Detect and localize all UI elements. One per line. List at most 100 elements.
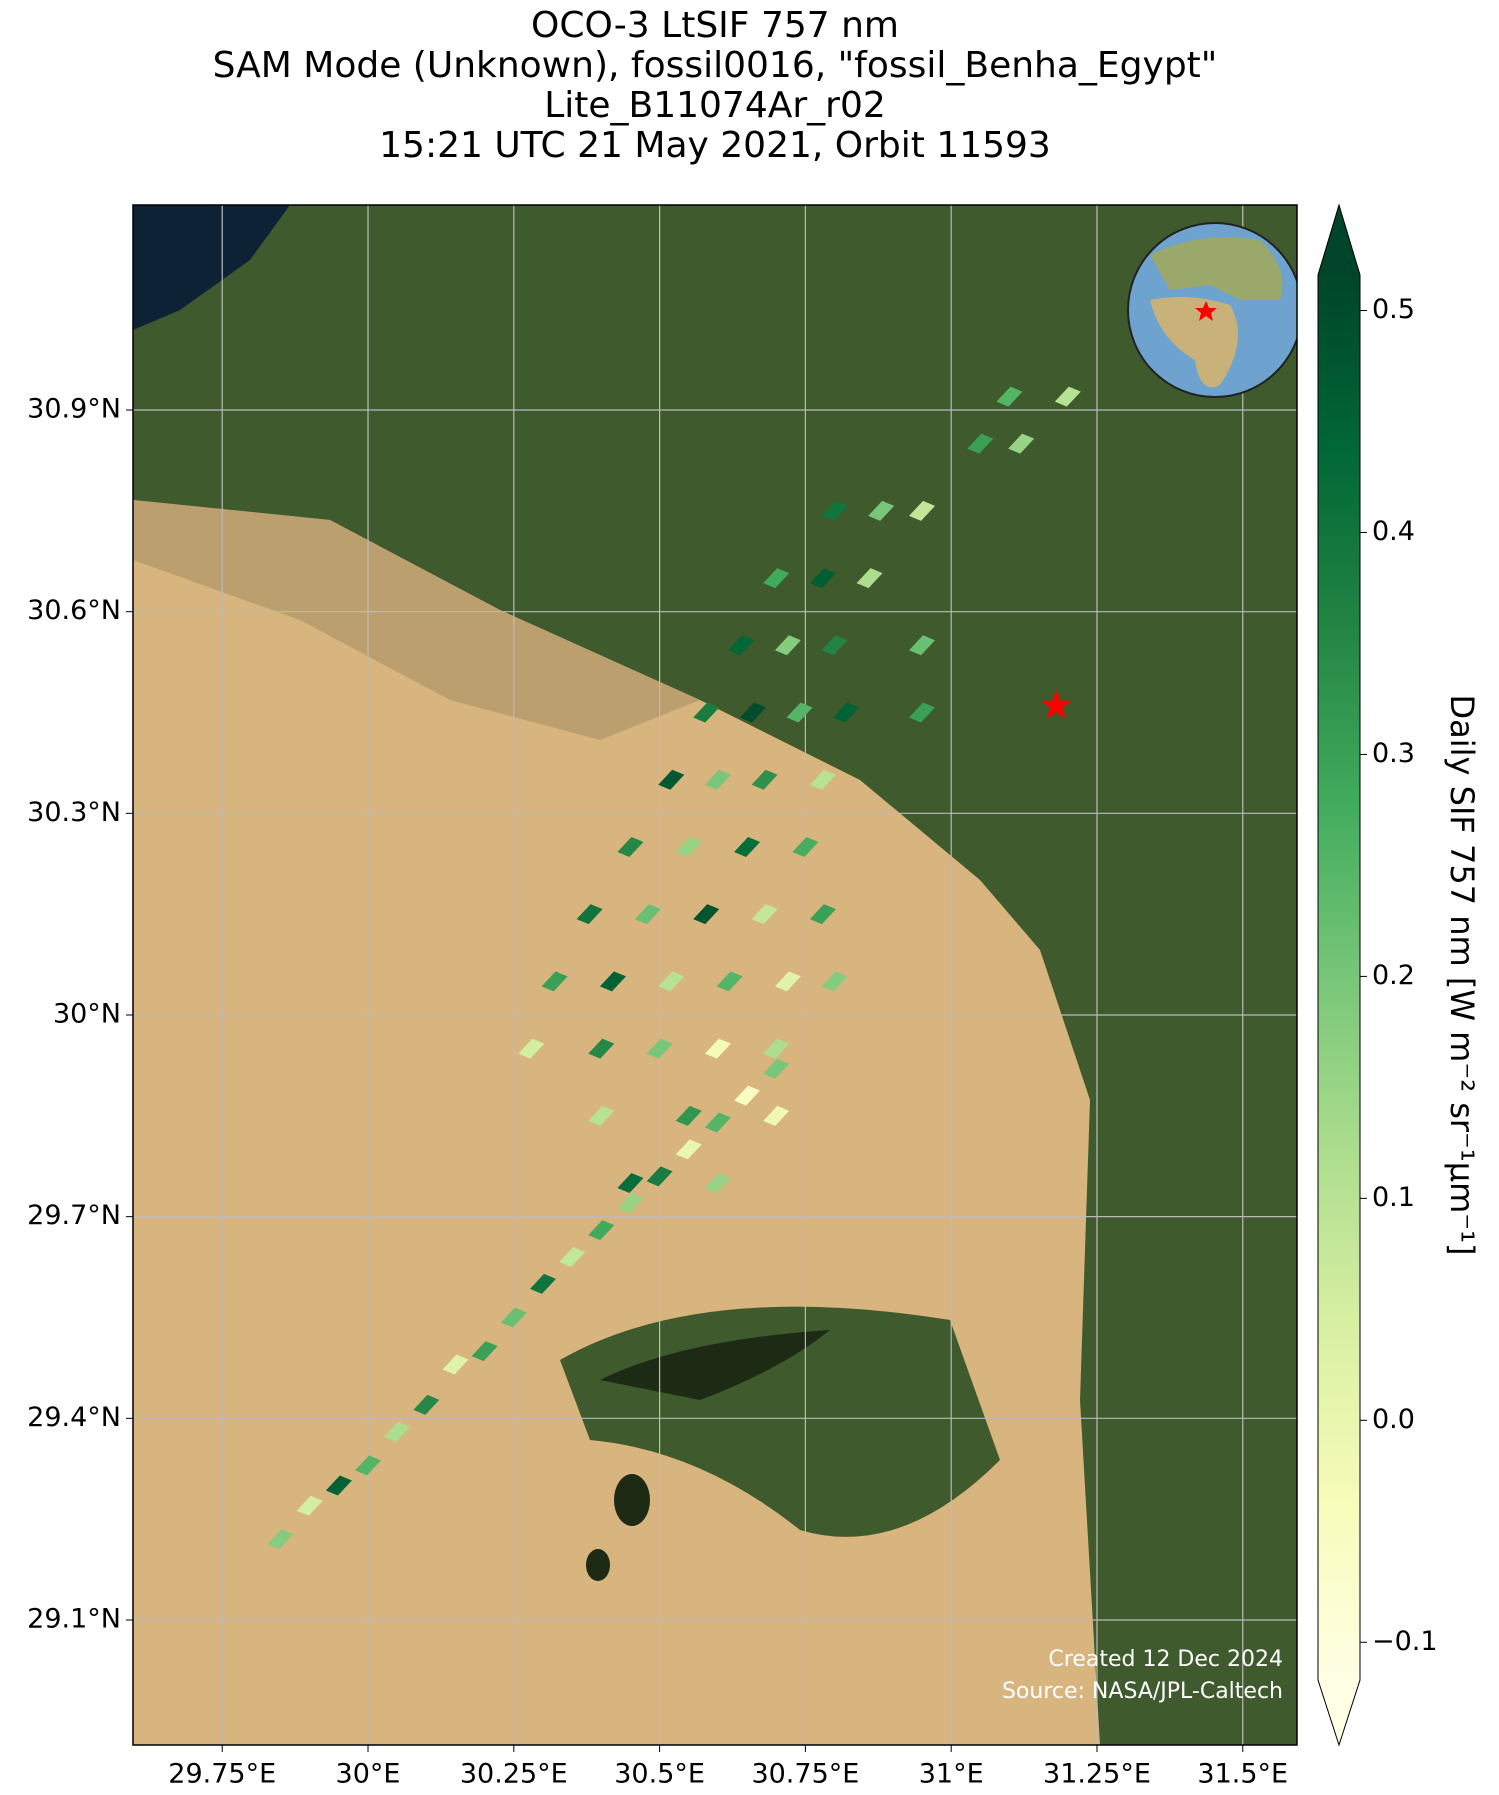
sif-pixel bbox=[909, 500, 936, 521]
sif-pixel bbox=[588, 1038, 615, 1059]
sif-pixel bbox=[267, 1529, 294, 1550]
sif-pixel bbox=[541, 971, 568, 992]
sif-pixel bbox=[792, 836, 819, 857]
sif-pixel bbox=[821, 635, 848, 656]
sif-pixel bbox=[704, 1173, 731, 1194]
sif-pixel bbox=[384, 1421, 411, 1442]
map-frame bbox=[132, 204, 1298, 1746]
y-tick-label: 30°N bbox=[53, 998, 121, 1029]
sif-pixel bbox=[763, 1058, 790, 1079]
sif-pixel bbox=[675, 1139, 702, 1160]
y-tick-label: 30.9°N bbox=[27, 394, 121, 425]
sif-pixel bbox=[500, 1307, 527, 1328]
colorbar-tick-label: 0.2 bbox=[1372, 960, 1415, 991]
sif-pixel bbox=[704, 1038, 731, 1059]
chart-title: SAM Mode (Unknown), fossil0016, "fossil_… bbox=[213, 45, 1218, 86]
colorbar-tick-label: 0.5 bbox=[1372, 294, 1415, 325]
sif-pixel bbox=[786, 702, 813, 723]
sif-pixel bbox=[588, 1105, 615, 1126]
sif-pixel bbox=[617, 836, 644, 857]
sif-pixel bbox=[588, 1220, 615, 1241]
sif-pixel bbox=[325, 1475, 352, 1496]
sif-pixel bbox=[716, 971, 743, 992]
sif-pixel bbox=[693, 702, 720, 723]
sif-pixel bbox=[967, 433, 994, 454]
colorbar-tick-label: 0.3 bbox=[1372, 738, 1415, 769]
sif-pixel bbox=[763, 1105, 790, 1126]
sif-pixel bbox=[693, 904, 720, 925]
site-marker bbox=[1040, 689, 1072, 719]
colorbar-tick-label: 0.0 bbox=[1372, 1404, 1415, 1435]
colorbar-extend-top bbox=[1318, 205, 1360, 275]
colorbar-extend-bottom bbox=[1318, 1680, 1360, 1745]
sif-pixel bbox=[634, 904, 661, 925]
globe-inset bbox=[1127, 222, 1297, 398]
chart-title: 15:21 UTC 21 May 2021, Orbit 11593 bbox=[379, 125, 1051, 166]
colorbar-tick-label: 0.4 bbox=[1372, 516, 1415, 547]
sif-pixel bbox=[296, 1495, 323, 1516]
chart-title: Lite_B11074Ar_r02 bbox=[544, 85, 886, 126]
sif-pixel bbox=[658, 971, 685, 992]
sif-pixel bbox=[833, 702, 860, 723]
sif-pixel bbox=[675, 836, 702, 857]
sif-pixel bbox=[751, 904, 778, 925]
sif-pixel bbox=[617, 1173, 644, 1194]
colorbar-frame bbox=[1317, 203, 1361, 1747]
sif-pixel bbox=[728, 635, 755, 656]
sif-pixel bbox=[576, 904, 603, 925]
annotation: Source: NASA/JPL-Caltech bbox=[1002, 1679, 1283, 1704]
sif-pixel bbox=[809, 769, 836, 790]
y-tick-label: 29.4°N bbox=[27, 1402, 121, 1433]
sif-pixel bbox=[704, 1112, 731, 1133]
sif-pixel bbox=[856, 568, 883, 589]
y-tick-label: 29.1°N bbox=[27, 1603, 121, 1634]
colorbar-tick-label: 0.1 bbox=[1372, 1182, 1415, 1213]
sif-pixel bbox=[821, 500, 848, 521]
sif-pixel bbox=[809, 904, 836, 925]
colorbar-body bbox=[1318, 275, 1360, 1680]
sif-pixel bbox=[413, 1394, 440, 1415]
sif-pixel bbox=[1008, 433, 1035, 454]
x-tick-label: 30°E bbox=[336, 1759, 401, 1790]
x-tick-label: 30.5°E bbox=[614, 1759, 705, 1790]
sif-pixel bbox=[355, 1455, 382, 1476]
x-tick-label: 31.25°E bbox=[1043, 1759, 1151, 1790]
x-tick-label: 31.5°E bbox=[1197, 1759, 1288, 1790]
sif-pixel bbox=[868, 500, 895, 521]
sif-pixel bbox=[704, 769, 731, 790]
colorbar-label: Daily SIF 757 nm [W m⁻² sr⁻¹μm⁻¹] bbox=[1443, 695, 1481, 1256]
sif-pixel bbox=[751, 769, 778, 790]
sif-pixel bbox=[774, 635, 801, 656]
sif-pixel bbox=[734, 1085, 761, 1106]
sif-pixel bbox=[646, 1166, 673, 1187]
x-tick-label: 30.75°E bbox=[751, 1759, 859, 1790]
chart-title: OCO-3 LtSIF 757 nm bbox=[531, 5, 899, 46]
sif-pixel bbox=[763, 1038, 790, 1059]
x-tick-label: 29.75°E bbox=[168, 1759, 276, 1790]
gridlines bbox=[133, 205, 1297, 1745]
sif-pixel bbox=[763, 568, 790, 589]
sif-pixel bbox=[739, 702, 766, 723]
sif-pixel bbox=[909, 702, 936, 723]
sif-pixel bbox=[617, 1193, 644, 1214]
sif-pixel bbox=[529, 1273, 556, 1294]
sif-pixel bbox=[599, 971, 626, 992]
x-tick-label: 30.25°E bbox=[460, 1759, 568, 1790]
axes: 29.75°E 30°E 30.25°E 30.5°E 30.75°E 31°E 31.25… bbox=[27, 394, 1288, 1790]
sif-pixel bbox=[442, 1354, 469, 1375]
y-tick-label: 29.7°N bbox=[27, 1200, 121, 1231]
annotation: Created 12 Dec 2024 bbox=[1048, 1647, 1283, 1672]
sif-pixel bbox=[658, 769, 685, 790]
sif-pixel bbox=[1054, 386, 1081, 407]
sif-pixel bbox=[559, 1246, 586, 1267]
swath bbox=[267, 386, 1081, 1550]
y-tick-label: 30.3°N bbox=[27, 797, 121, 828]
sif-pixel bbox=[809, 568, 836, 589]
sif-pixel bbox=[734, 836, 761, 857]
x-tick-label: 31°E bbox=[919, 1759, 984, 1790]
sif-pixel bbox=[518, 1038, 545, 1059]
sif-pixel bbox=[471, 1341, 498, 1362]
